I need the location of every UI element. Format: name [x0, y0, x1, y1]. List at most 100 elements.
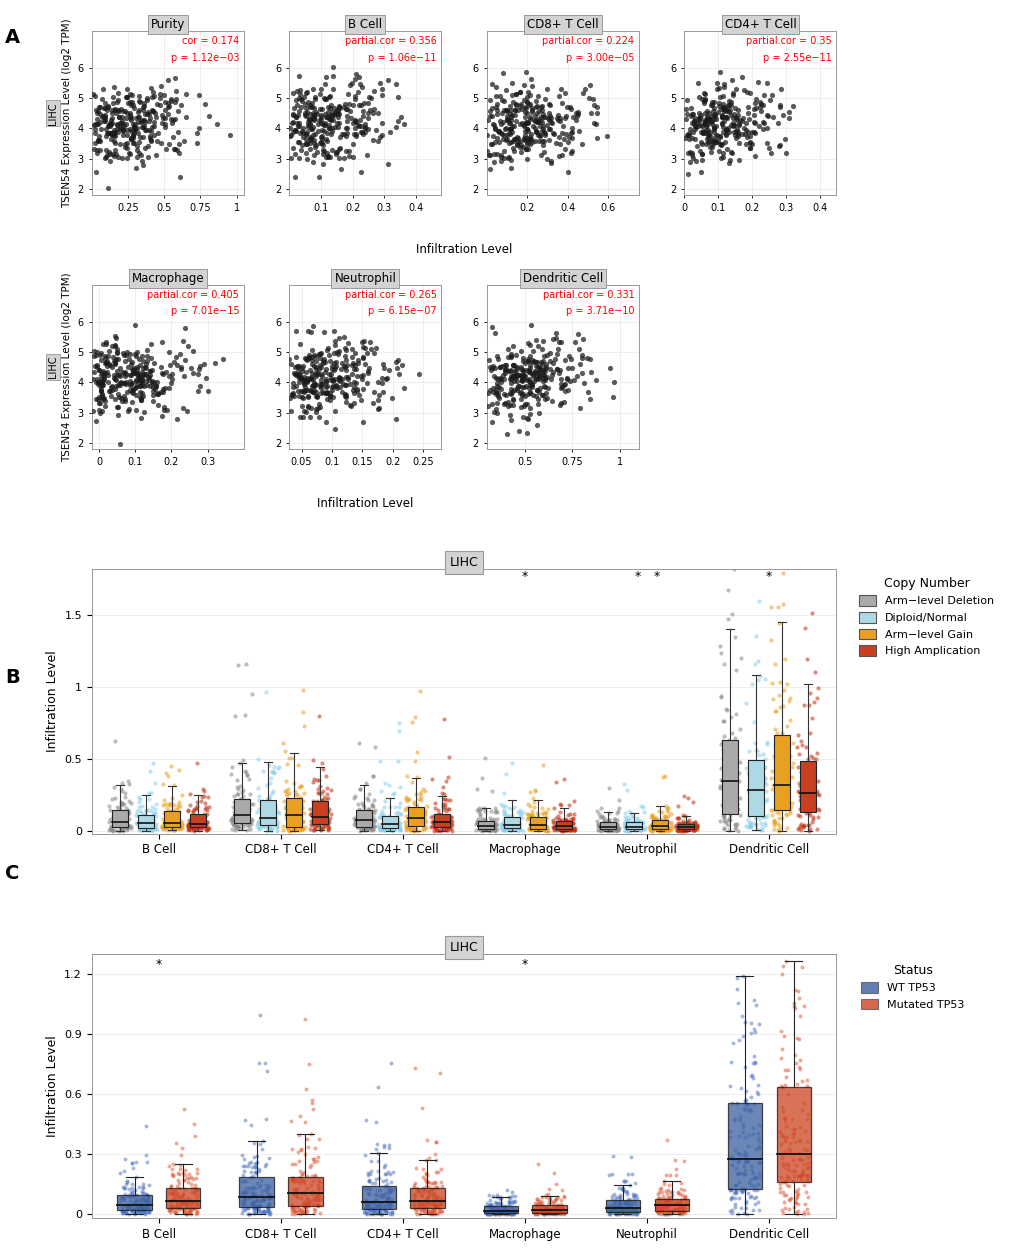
Point — [369, 1181, 385, 1201]
Point — [653, 820, 669, 840]
Point — [97, 397, 113, 417]
Point — [527, 118, 543, 138]
Point — [745, 122, 761, 142]
Point — [258, 801, 274, 821]
Point — [508, 357, 525, 377]
Point — [728, 111, 744, 131]
Point — [149, 372, 165, 392]
Point — [107, 388, 123, 408]
Point — [513, 397, 529, 417]
Point — [380, 814, 396, 834]
Point — [315, 114, 331, 134]
Point — [92, 112, 108, 132]
Point — [91, 360, 107, 381]
Point — [338, 99, 355, 119]
Point — [313, 378, 329, 398]
Point — [105, 365, 121, 386]
Point — [748, 531, 764, 551]
Point — [90, 374, 106, 394]
Point — [280, 816, 297, 836]
Point — [736, 1056, 752, 1076]
Point — [657, 820, 674, 840]
Point — [373, 1203, 389, 1223]
Point — [181, 819, 198, 839]
Point — [113, 1201, 129, 1221]
Point — [525, 788, 541, 808]
Point — [303, 127, 319, 147]
Point — [307, 1164, 323, 1184]
Point — [527, 122, 543, 142]
Point — [227, 816, 244, 836]
Point — [288, 785, 305, 805]
Point — [313, 99, 329, 119]
Point — [305, 1189, 321, 1210]
Point — [543, 1202, 559, 1222]
Point — [320, 801, 336, 821]
Point — [189, 133, 205, 153]
Text: p = 1.06e−11: p = 1.06e−11 — [368, 53, 436, 63]
Point — [615, 1181, 632, 1201]
Point — [433, 784, 449, 804]
Point — [179, 335, 196, 355]
Point — [605, 1194, 622, 1215]
Point — [531, 117, 547, 137]
Point — [290, 1125, 307, 1145]
Point — [243, 814, 259, 834]
Point — [700, 103, 716, 123]
Point — [795, 1154, 811, 1174]
Point — [532, 124, 548, 144]
Point — [261, 818, 277, 838]
Point — [282, 388, 299, 408]
Point — [95, 106, 111, 126]
Point — [135, 99, 151, 119]
Point — [657, 808, 674, 828]
Point — [292, 1168, 309, 1188]
Point — [772, 1021, 789, 1041]
Point — [718, 769, 735, 789]
Point — [765, 769, 782, 789]
Point — [495, 819, 512, 839]
Point — [538, 1201, 554, 1221]
Point — [122, 364, 139, 384]
Point — [413, 782, 429, 803]
Point — [350, 350, 366, 371]
Point — [616, 1203, 633, 1223]
Point — [387, 117, 404, 137]
Point — [601, 1198, 618, 1218]
Point — [277, 803, 293, 823]
Point — [380, 1188, 396, 1208]
Point — [655, 1171, 672, 1191]
Point — [486, 1202, 502, 1222]
Point — [508, 816, 525, 836]
Point — [630, 818, 646, 838]
Point — [492, 147, 508, 167]
Point — [502, 107, 519, 127]
Point — [682, 814, 698, 834]
Point — [496, 814, 513, 834]
Point — [496, 820, 513, 840]
Point — [157, 117, 173, 137]
Point — [694, 122, 710, 142]
Point — [540, 1199, 556, 1220]
Point — [721, 806, 738, 826]
Point — [629, 1203, 645, 1223]
Point — [653, 819, 669, 839]
Point — [801, 819, 817, 839]
Point — [130, 813, 147, 833]
Point — [426, 813, 442, 833]
Point — [520, 371, 536, 391]
Point — [657, 1197, 674, 1217]
Point — [127, 1184, 144, 1205]
Point — [731, 1181, 747, 1201]
Point — [172, 1197, 189, 1217]
Point — [142, 364, 158, 384]
Point — [469, 800, 485, 820]
Point — [368, 1134, 384, 1154]
Point — [531, 378, 547, 398]
Point — [180, 813, 197, 833]
Point — [108, 144, 124, 165]
Point — [742, 1066, 758, 1086]
Point — [630, 818, 646, 838]
Point — [769, 136, 786, 156]
Point — [483, 133, 499, 153]
